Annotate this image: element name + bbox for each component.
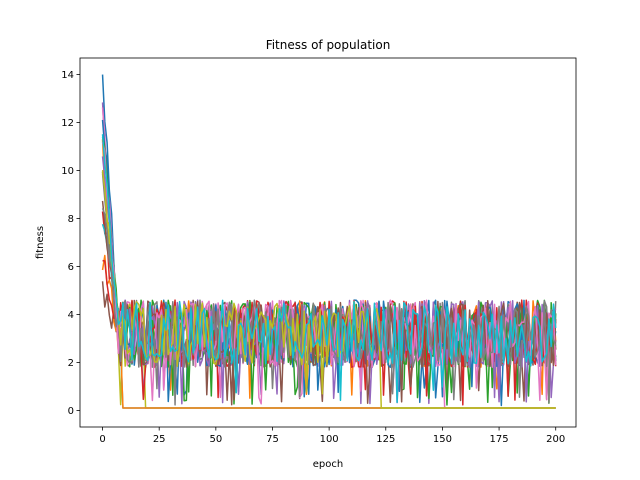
y-tick-label: 14 [61, 70, 74, 81]
y-tick-label: 0 [68, 406, 74, 417]
x-tick-label: 175 [490, 434, 509, 445]
x-tick-label: 25 [153, 434, 166, 445]
series-layer [101, 74, 557, 409]
series-line-20 [101, 134, 557, 404]
chart-title: Fitness of population [266, 38, 391, 52]
x-axis-label: epoch [313, 459, 343, 470]
y-tick-label: 8 [68, 214, 74, 225]
y-tick-label: 4 [68, 310, 74, 321]
y-axis-ticks: 0 2 4 6 8 10 12 14 [61, 70, 80, 417]
y-tick-label: 6 [68, 262, 74, 273]
plot-frame [79, 57, 577, 428]
x-tick-label: 50 [209, 434, 222, 445]
x-tick-label: 100 [320, 434, 339, 445]
x-tick-label: 0 [99, 434, 105, 445]
y-tick-label: 12 [61, 118, 74, 129]
y-tick-label: 10 [61, 166, 74, 177]
x-tick-label: 200 [546, 434, 565, 445]
series-line-19 [101, 171, 556, 409]
y-axis-label: fitness [35, 226, 46, 259]
x-tick-label: 125 [376, 434, 395, 445]
y-tick-label: 2 [68, 358, 74, 369]
x-tick-label: 75 [266, 434, 279, 445]
x-tick-label: 150 [433, 434, 452, 445]
x-axis-ticks: 0 25 50 75 100 125 150 175 200 [99, 427, 565, 445]
